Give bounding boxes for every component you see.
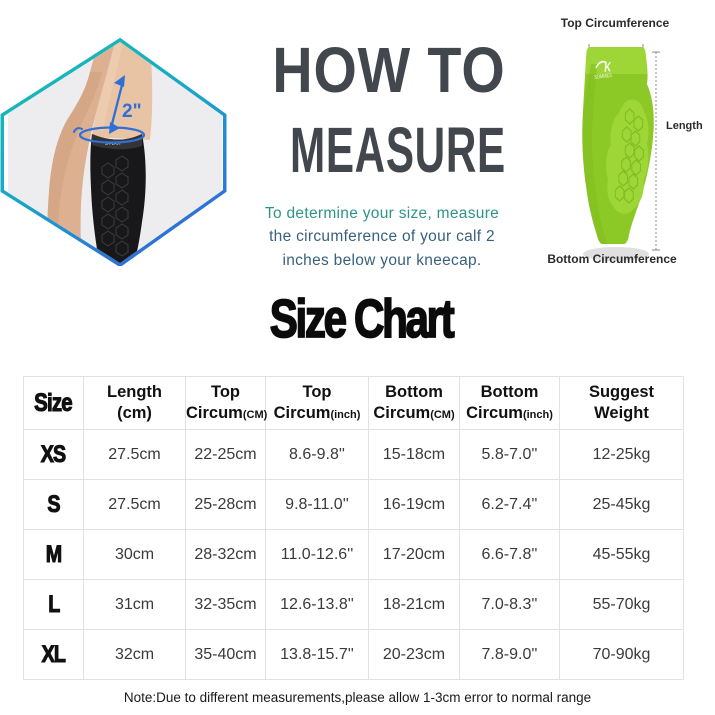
svg-text:2": 2" [122, 101, 142, 122]
